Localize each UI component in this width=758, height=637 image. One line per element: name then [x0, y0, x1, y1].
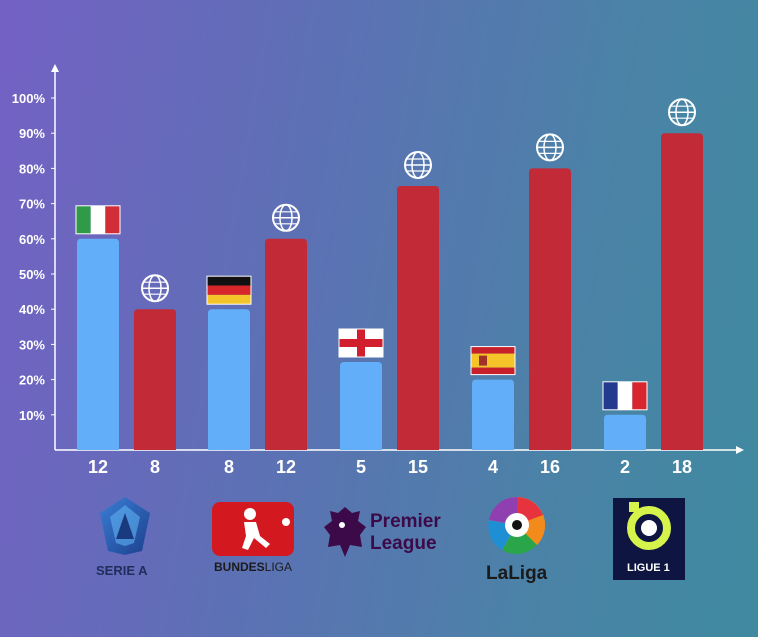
flag-emblem: [479, 355, 487, 366]
spain-flag-icon: [470, 346, 516, 376]
globe-icon: [272, 203, 300, 232]
bar: [340, 362, 382, 450]
flag-stripe: [617, 381, 633, 410]
x-tick-label: 8: [224, 457, 234, 477]
y-tick-label: 50%: [19, 267, 45, 282]
flag-stripe: [207, 285, 251, 295]
england-flag-icon: [338, 328, 384, 358]
y-tick-label: 70%: [19, 197, 45, 212]
laliga-logo: LaLiga: [482, 495, 562, 585]
y-tick-label: 20%: [19, 373, 45, 388]
flag-border: [338, 328, 384, 358]
bar: [529, 168, 571, 450]
y-tick-label: 90%: [19, 126, 45, 141]
x-tick-label: 15: [408, 457, 428, 477]
x-tick-label: 12: [276, 457, 296, 477]
flag-stripe: [471, 353, 515, 368]
y-axis-arrow: [51, 64, 59, 72]
flag-stripe: [632, 381, 647, 410]
bar: [472, 379, 514, 450]
y-tick-label: 40%: [19, 302, 45, 317]
globe-icon: [404, 151, 432, 179]
y-tick-label: 100%: [12, 91, 46, 106]
ligue1-text: LIGUE 1: [627, 562, 670, 574]
serie-a-logo: SERIE A: [90, 495, 160, 585]
flag-stripe: [105, 205, 120, 234]
flag-border: [602, 381, 648, 411]
bundesliga-text-a: BUNDES: [214, 560, 265, 574]
flag-stripe: [603, 381, 618, 410]
flag-border: [75, 205, 121, 235]
laliga-text: LaLiga: [486, 563, 547, 585]
y-tick-label: 10%: [19, 408, 45, 423]
bar: [604, 414, 646, 450]
x-axis-arrow: [736, 446, 744, 454]
bundesliga-logo: BUNDESLIGA: [210, 500, 310, 580]
lion-crest-icon: [324, 507, 366, 557]
laliga-icon: [488, 496, 546, 555]
bundesliga-text: BUNDESLIGA: [214, 560, 292, 574]
bar: [661, 133, 703, 450]
y-tick-label: 80%: [19, 161, 45, 176]
flag-border: [206, 275, 252, 305]
y-tick-label: 60%: [19, 232, 45, 247]
x-tick-label: 2: [620, 457, 630, 477]
bar: [77, 238, 119, 450]
y-tick-label: 30%: [19, 337, 45, 352]
bar: [265, 238, 307, 450]
italy-flag-icon: [75, 205, 121, 235]
premier-league-logo: Premier League: [322, 505, 452, 565]
laliga-text-b: Liga: [508, 563, 548, 584]
germany-flag-icon: [206, 275, 252, 305]
flag-stripe: [207, 294, 251, 305]
premier-league-line1: Premier: [370, 511, 441, 532]
premier-league-line2: League: [370, 533, 437, 554]
x-tick-label: 12: [88, 457, 108, 477]
france-flag-icon: [602, 381, 648, 411]
flag-border: [470, 346, 516, 376]
flag-stripe: [90, 205, 106, 234]
bundesliga-text-b: LIGA: [264, 560, 293, 574]
serie-a-icon: [100, 497, 150, 555]
flag-stripe: [471, 346, 515, 354]
flag-stripe: [471, 367, 515, 375]
bar: [397, 186, 439, 450]
bar: [208, 309, 250, 450]
x-tick-label: 5: [356, 457, 366, 477]
flag-stripe: [76, 205, 91, 234]
globe-icon: [141, 274, 169, 303]
serie-a-text: SERIE A: [96, 563, 148, 578]
x-tick-label: 4: [488, 457, 498, 477]
ligue1-icon: [627, 502, 671, 550]
globe-icon: [668, 98, 696, 127]
laliga-text-a: La: [486, 563, 509, 584]
flag-stripe: [207, 276, 251, 286]
globe-icon: [536, 133, 564, 162]
bar: [134, 309, 176, 450]
flag-cross: [339, 339, 383, 347]
x-tick-label: 18: [672, 457, 692, 477]
bundesliga-icon: [212, 502, 294, 556]
x-tick-label: 8: [150, 457, 160, 477]
x-tick-label: 16: [540, 457, 560, 477]
ligue1-logo: LIGUE 1: [613, 498, 685, 580]
